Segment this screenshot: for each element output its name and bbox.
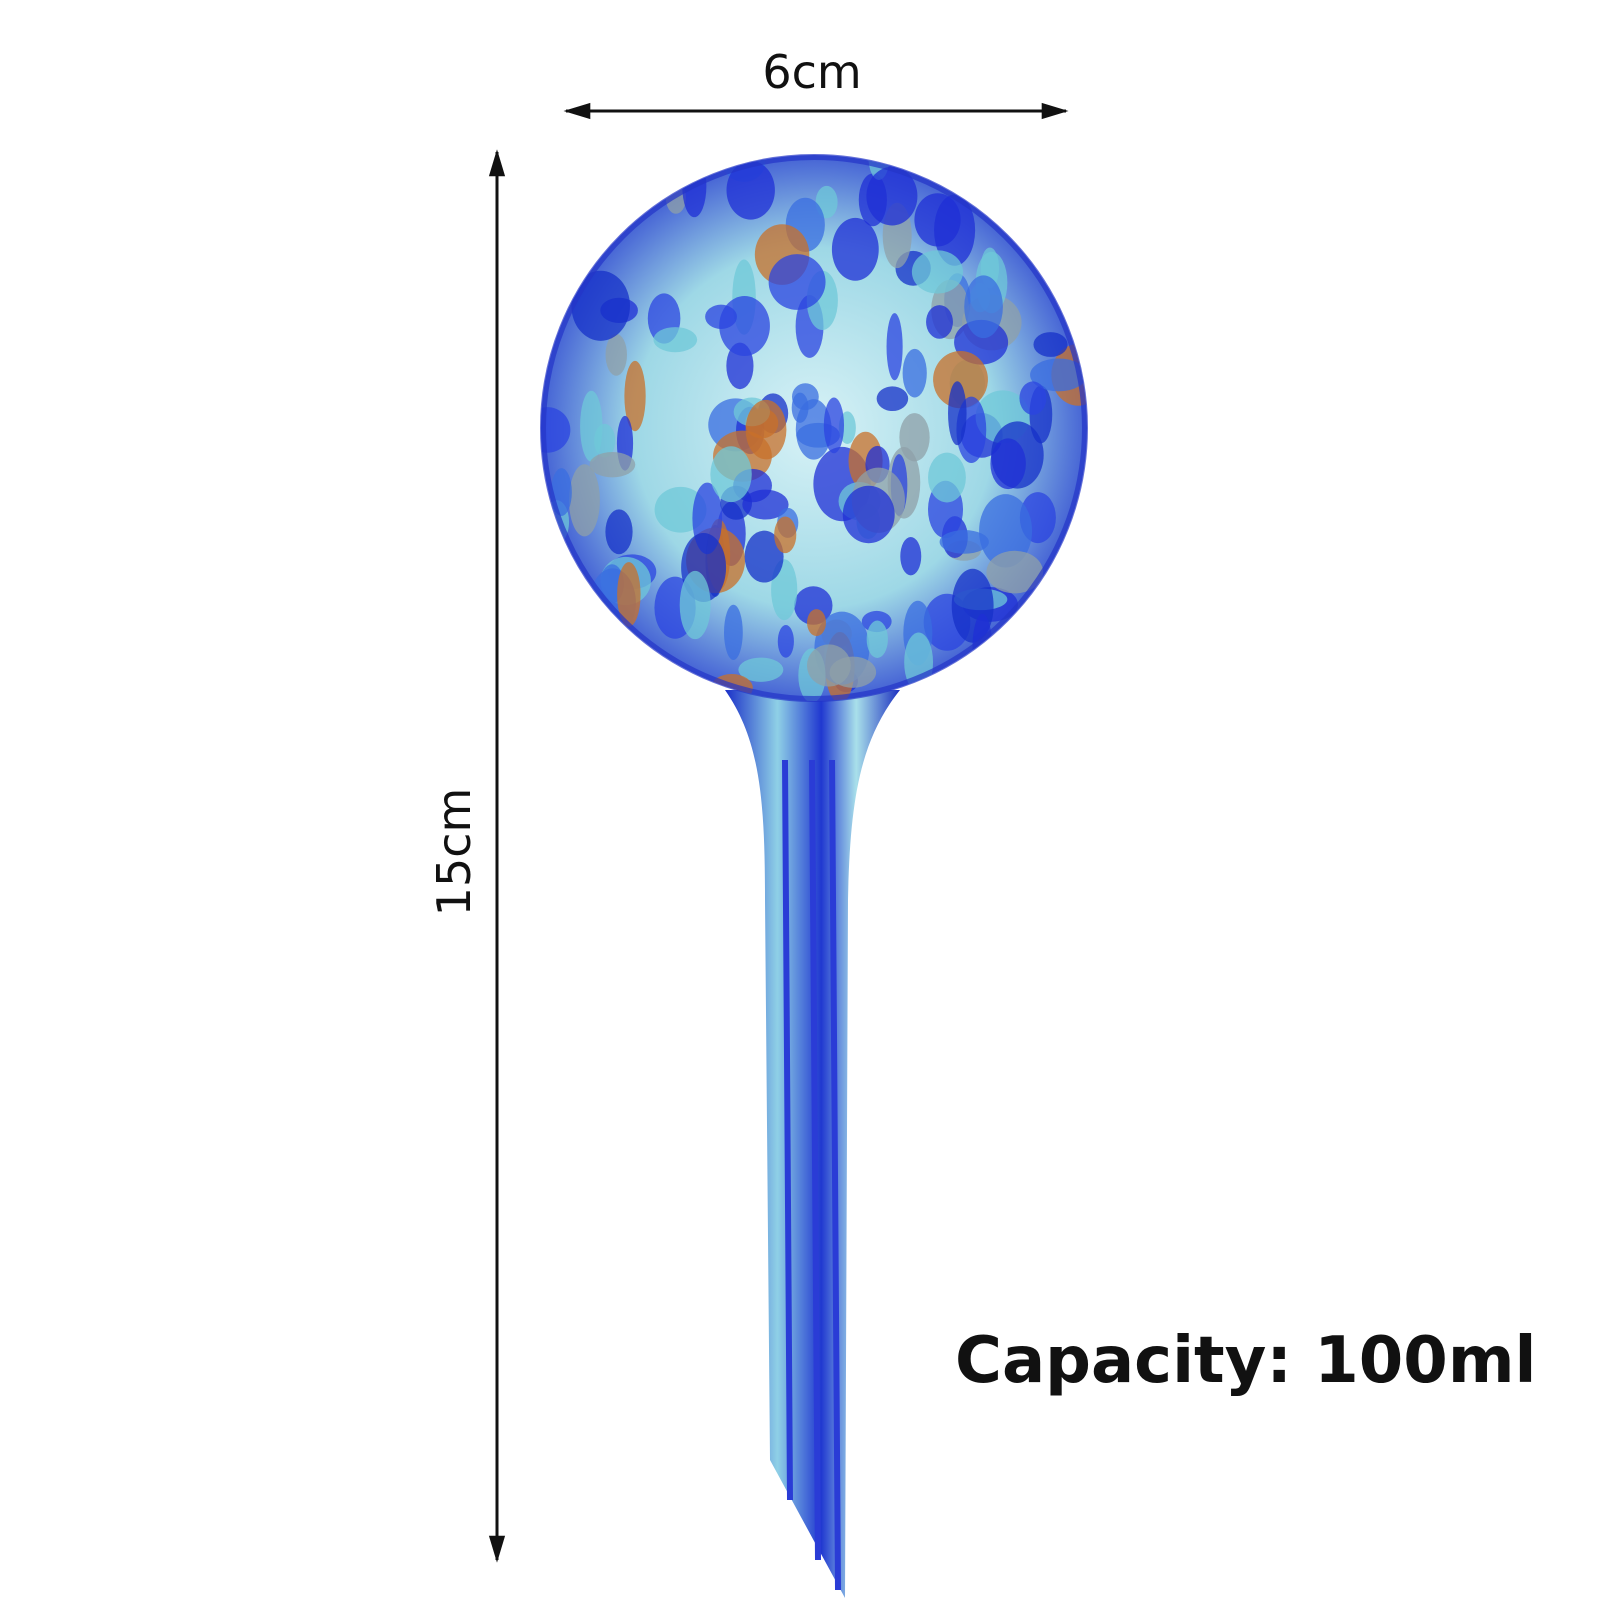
spot xyxy=(624,360,646,432)
spot xyxy=(744,530,784,583)
spot xyxy=(939,530,989,554)
spot xyxy=(986,550,1044,594)
spot xyxy=(719,296,770,356)
spot xyxy=(842,485,895,544)
spot xyxy=(726,160,775,220)
spot xyxy=(911,250,964,294)
spot xyxy=(964,275,1003,339)
spot xyxy=(742,489,789,520)
spot xyxy=(605,333,627,376)
stem-streaks xyxy=(782,759,841,1591)
spot xyxy=(1033,332,1068,357)
spot xyxy=(979,494,1033,568)
spot xyxy=(710,446,752,503)
spot xyxy=(791,392,809,423)
spot xyxy=(866,166,918,226)
spot xyxy=(653,327,698,353)
spot xyxy=(605,509,633,555)
spot xyxy=(1030,358,1087,392)
spot xyxy=(914,193,961,247)
spot xyxy=(831,217,879,281)
spot xyxy=(990,438,1026,490)
spot xyxy=(571,270,630,341)
spot xyxy=(902,348,927,398)
spot xyxy=(1019,381,1047,415)
spot xyxy=(777,625,794,658)
spot xyxy=(948,381,967,446)
spot xyxy=(589,451,636,478)
spot xyxy=(807,609,826,637)
spot xyxy=(541,407,571,453)
spot xyxy=(768,254,826,310)
globe-rim xyxy=(540,154,1088,702)
spot xyxy=(926,305,953,339)
spot xyxy=(580,390,603,462)
spot xyxy=(774,516,797,554)
spot xyxy=(886,313,903,381)
spot xyxy=(823,397,845,454)
height-label: 15cm xyxy=(427,788,481,917)
spot xyxy=(679,570,711,640)
spot xyxy=(806,644,851,687)
spot xyxy=(876,386,909,412)
spot xyxy=(928,452,966,503)
spot xyxy=(745,399,787,460)
width-label: 6cm xyxy=(762,45,861,99)
capacity-label: Capacity: 100ml xyxy=(955,1324,1536,1398)
spot xyxy=(724,604,743,661)
spot xyxy=(899,413,930,462)
spot xyxy=(738,657,784,682)
spot xyxy=(617,562,641,627)
spot xyxy=(569,464,600,537)
spot xyxy=(933,351,988,409)
spot xyxy=(866,620,888,658)
spot xyxy=(900,537,922,576)
